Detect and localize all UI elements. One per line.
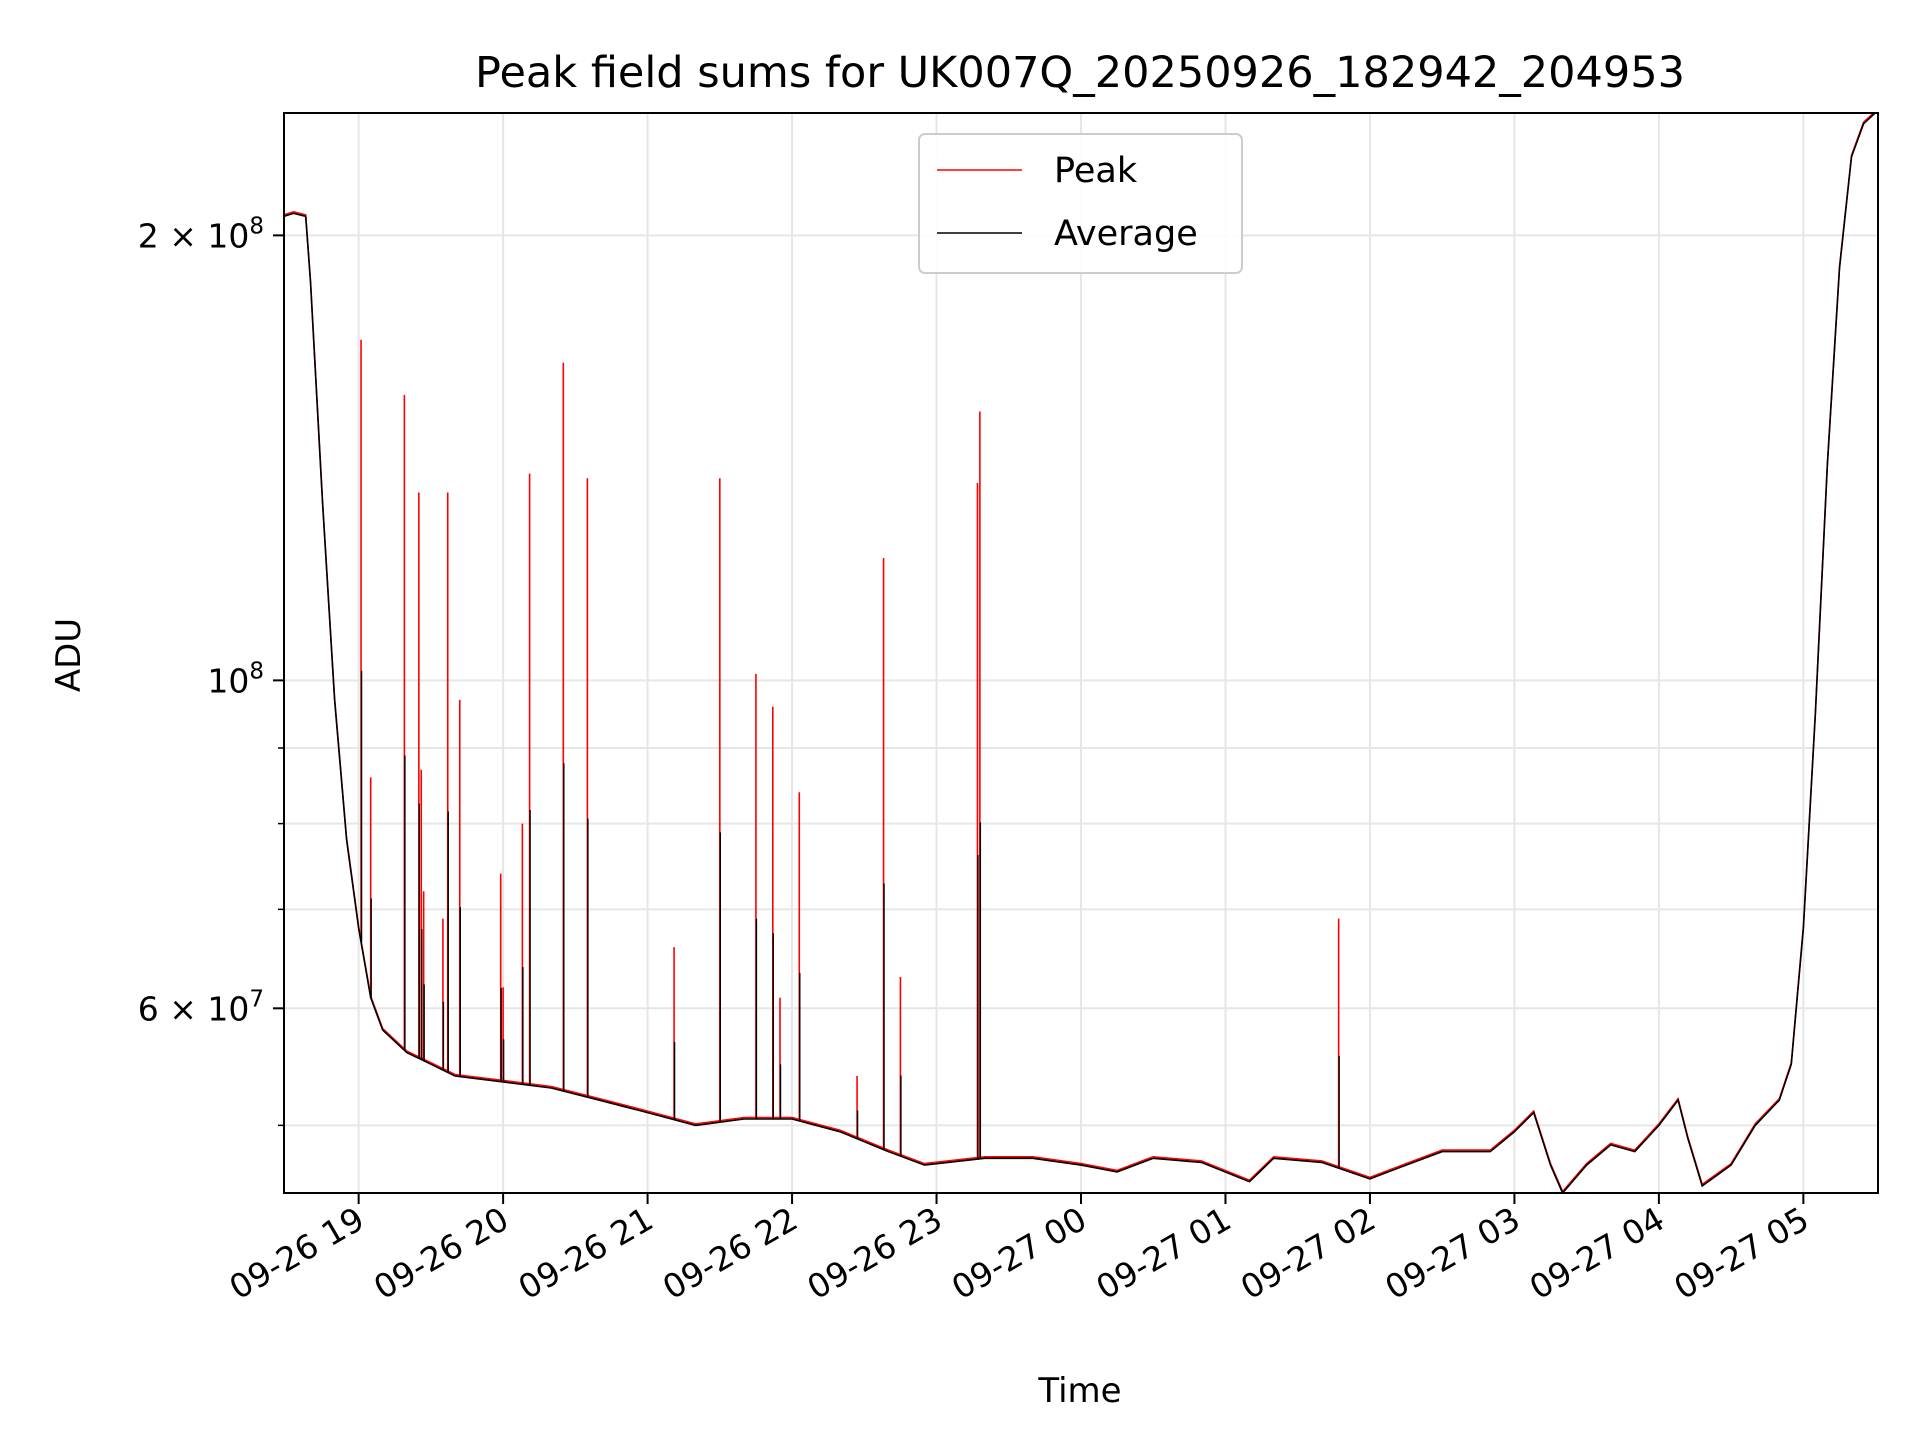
legend-label-average: Average <box>1054 214 1198 254</box>
x-axis-label: Time <box>1037 1371 1121 1411</box>
grid <box>284 113 1878 1193</box>
legend-box <box>918 133 1243 274</box>
average-series-line <box>284 113 1877 1193</box>
y-tick-label: 2 × 108 <box>138 213 264 255</box>
plot-series <box>284 113 1877 1193</box>
legend-label-peak: Peak <box>1054 151 1138 191</box>
y-tick-label: 6 × 107 <box>138 986 264 1028</box>
chart-title: Peak field sums for UK007Q_20250926_1829… <box>475 48 1685 98</box>
y-axis-label: ADU <box>49 618 89 692</box>
y-tick-label: 108 <box>207 658 264 700</box>
plot-area <box>284 113 1877 1193</box>
legend: Peak Average <box>918 133 1243 274</box>
